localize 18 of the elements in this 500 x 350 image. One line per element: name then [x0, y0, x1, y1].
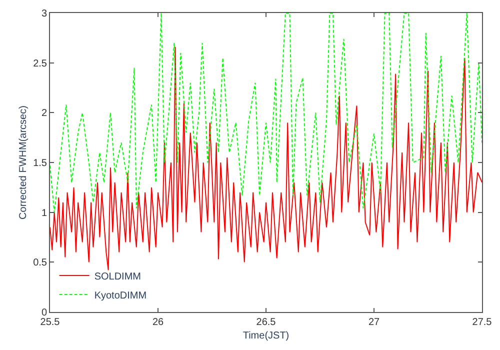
y-tick-label: 0.5: [33, 258, 48, 269]
y-tick-label: 0: [41, 308, 48, 318]
y-tick-label: 1.5: [33, 158, 48, 169]
x-tick-label: 26.5: [256, 317, 276, 328]
x-tick-label: 27.5: [472, 317, 492, 328]
x-tick-label: 27: [368, 317, 380, 328]
y-tick-label: 2: [41, 108, 48, 120]
x-axis-title: Time(JST): [242, 330, 290, 342]
x-tick-label: 26: [152, 317, 164, 328]
legend-label: SOLDIMM: [94, 271, 141, 282]
legend-label: KyotoDIMM: [94, 290, 147, 302]
y-axis-title: Corrected FWHM(arcsec): [18, 106, 30, 220]
y-tick-label: 2.5: [33, 58, 48, 70]
x-tick-label: 25.5: [40, 317, 60, 328]
y-tick-label: 3: [41, 8, 48, 20]
line-series: [50, 46, 482, 271]
y-tick-label: 1: [41, 208, 48, 219]
line-series: [50, 13, 482, 213]
